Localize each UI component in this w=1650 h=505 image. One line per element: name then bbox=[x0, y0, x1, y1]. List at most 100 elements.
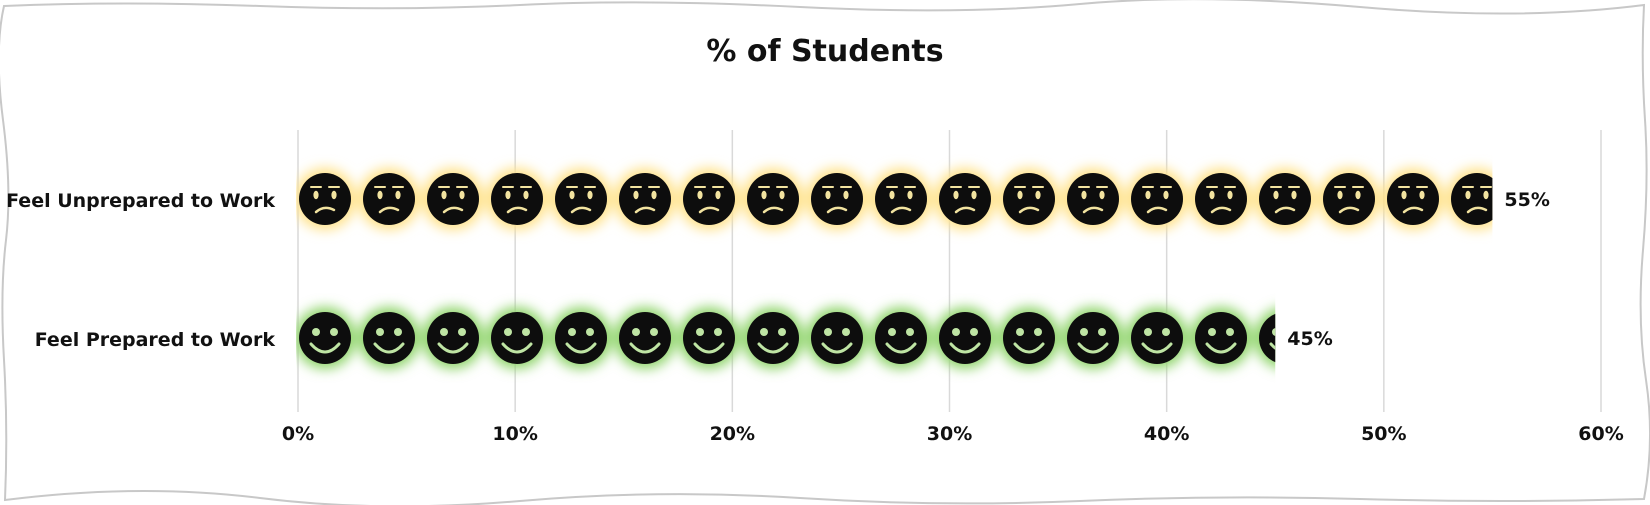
face-circle bbox=[875, 173, 927, 225]
face-circle bbox=[1067, 312, 1119, 364]
face-eye bbox=[331, 190, 337, 200]
face-eye bbox=[1337, 190, 1343, 200]
worried-face-icon bbox=[747, 173, 799, 225]
face-eye bbox=[697, 190, 703, 200]
worried-face-icon bbox=[363, 173, 415, 225]
face-circle bbox=[1003, 312, 1055, 364]
face-eye bbox=[888, 328, 896, 336]
face-circle bbox=[1387, 173, 1439, 225]
face-eye bbox=[1017, 190, 1023, 200]
face-eye bbox=[1144, 328, 1152, 336]
face-mouth bbox=[378, 206, 400, 214]
face-circle bbox=[555, 312, 607, 364]
face-eye bbox=[313, 190, 319, 200]
x-tick-label: 0% bbox=[282, 423, 314, 445]
face-mouth bbox=[890, 206, 912, 214]
x-tick-label: 30% bbox=[927, 423, 972, 445]
x-tick-label: 40% bbox=[1144, 423, 1189, 445]
smiling-face-icon bbox=[875, 312, 927, 364]
face-mouth bbox=[949, 342, 981, 354]
face-circle bbox=[683, 312, 735, 364]
face-eye bbox=[778, 328, 786, 336]
face-circle bbox=[747, 312, 799, 364]
face-eye bbox=[1163, 190, 1169, 200]
worried-face-icon bbox=[555, 173, 607, 225]
smiling-face-icon bbox=[747, 312, 799, 364]
bar-faces bbox=[299, 173, 1493, 225]
face-circle bbox=[491, 173, 543, 225]
face-circle bbox=[811, 312, 863, 364]
face-mouth bbox=[821, 342, 853, 354]
face-eye bbox=[1034, 328, 1042, 336]
face-eye bbox=[651, 190, 657, 200]
face-eye bbox=[1355, 190, 1361, 200]
face-eye bbox=[714, 328, 722, 336]
face-eye bbox=[1227, 190, 1233, 200]
worried-face-icon bbox=[1387, 173, 1439, 225]
face-mouth bbox=[309, 342, 341, 354]
face-eye bbox=[1419, 190, 1425, 200]
face-eye bbox=[587, 190, 593, 200]
smiling-face-icon bbox=[619, 312, 671, 364]
face-mouth bbox=[1210, 206, 1232, 214]
face-eye bbox=[394, 328, 402, 336]
data-labels: 55% 45% bbox=[1287, 189, 1550, 350]
worried-face-icon bbox=[1067, 173, 1119, 225]
face-eye bbox=[843, 190, 849, 200]
face-eye bbox=[1099, 190, 1105, 200]
face-eye bbox=[1035, 190, 1041, 200]
face-eye bbox=[953, 190, 959, 200]
face-eye bbox=[842, 328, 850, 336]
face-mouth bbox=[885, 342, 917, 354]
face-eye bbox=[650, 328, 658, 336]
bar-unprepared bbox=[296, 168, 1493, 230]
face-eye bbox=[458, 328, 466, 336]
face-eye bbox=[1226, 328, 1234, 336]
face-eye bbox=[523, 190, 529, 200]
face-eye bbox=[696, 328, 704, 336]
face-mouth bbox=[629, 342, 661, 354]
face-circle bbox=[619, 312, 671, 364]
face-mouth bbox=[1466, 206, 1488, 214]
worried-face-icon bbox=[939, 173, 991, 225]
face-eye bbox=[569, 190, 575, 200]
face-eye bbox=[1016, 328, 1024, 336]
worried-face-icon bbox=[1131, 173, 1183, 225]
face-mouth bbox=[1269, 342, 1276, 350]
face-eye bbox=[1162, 328, 1170, 336]
face-eye bbox=[1081, 190, 1087, 200]
smiling-face-icon bbox=[811, 312, 863, 364]
face-circle bbox=[555, 173, 607, 225]
face-circle bbox=[939, 312, 991, 364]
face-eye bbox=[952, 328, 960, 336]
face-mouth bbox=[1077, 342, 1109, 354]
face-mouth bbox=[442, 206, 464, 214]
worried-face-icon bbox=[1195, 173, 1247, 225]
face-mouth bbox=[826, 206, 848, 214]
smiling-face-icon bbox=[491, 312, 543, 364]
face-eye bbox=[1273, 190, 1279, 200]
worried-face-icon bbox=[875, 173, 927, 225]
worried-face-icon bbox=[811, 173, 863, 225]
face-circle bbox=[1131, 173, 1183, 225]
face-circle bbox=[1195, 173, 1247, 225]
face-circle bbox=[299, 173, 351, 225]
face-circle bbox=[1067, 173, 1119, 225]
face-eye bbox=[633, 190, 639, 200]
face-eye bbox=[825, 190, 831, 200]
face-circle bbox=[939, 173, 991, 225]
face-mouth bbox=[1274, 206, 1296, 214]
face-eye bbox=[1080, 328, 1088, 336]
face-eye bbox=[1098, 328, 1106, 336]
face-mouth bbox=[437, 342, 469, 354]
face-mouth bbox=[570, 206, 592, 214]
face-mouth bbox=[565, 342, 597, 354]
face-eye bbox=[1145, 190, 1151, 200]
worried-face-icon bbox=[1323, 173, 1375, 225]
face-circle bbox=[619, 173, 671, 225]
face-eye bbox=[586, 328, 594, 336]
face-eye bbox=[376, 328, 384, 336]
face-eye bbox=[1272, 328, 1276, 336]
